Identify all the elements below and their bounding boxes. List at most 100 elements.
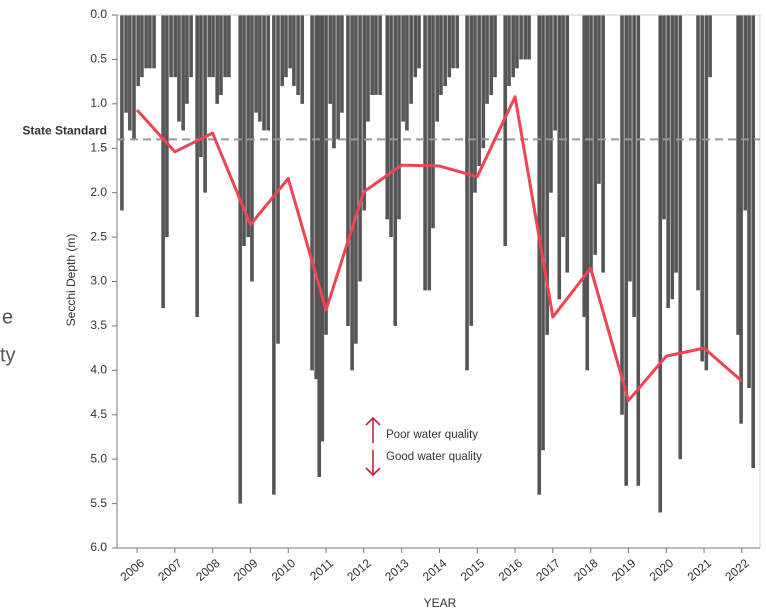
bar	[272, 15, 276, 495]
bar	[589, 15, 593, 273]
bar	[288, 15, 292, 69]
bar	[620, 15, 624, 415]
bar	[262, 15, 266, 131]
bar	[628, 15, 632, 282]
bar	[409, 15, 413, 104]
bar	[451, 15, 455, 69]
bar	[181, 15, 185, 131]
bar	[427, 15, 432, 291]
bar	[328, 15, 332, 104]
bar	[366, 15, 370, 122]
bar	[173, 15, 178, 78]
bar	[515, 15, 519, 69]
bar	[493, 15, 497, 78]
y-axis-label: Secchi Depth (m)	[64, 234, 78, 327]
cropped-text: e	[2, 306, 13, 328]
bar	[189, 15, 193, 78]
bar	[413, 15, 418, 78]
bar	[601, 15, 605, 273]
bar	[246, 15, 250, 238]
bar	[354, 15, 358, 344]
bar	[565, 15, 570, 273]
bar	[136, 15, 140, 87]
bar	[561, 15, 565, 238]
bar	[152, 15, 156, 69]
bar	[739, 15, 743, 424]
y-tick-label: 2.5	[90, 229, 107, 243]
bar	[258, 15, 262, 122]
y-tick-label: 3.5	[90, 318, 107, 332]
down-arrow	[365, 450, 381, 477]
bar	[401, 15, 405, 122]
bar	[195, 15, 199, 318]
bar	[314, 15, 319, 380]
bar	[140, 15, 144, 78]
bar	[374, 15, 378, 95]
bar	[296, 15, 300, 95]
bar	[219, 15, 223, 95]
bar	[678, 15, 683, 460]
bar	[370, 15, 374, 95]
cropped-text: ty	[0, 344, 16, 366]
y-tick-label: 4.5	[90, 407, 107, 421]
annotation: Poor water quality	[386, 429, 478, 441]
bar	[350, 15, 354, 371]
bar	[519, 15, 523, 60]
bar	[207, 15, 212, 78]
bar	[211, 15, 215, 78]
bar	[503, 15, 508, 246]
y-tick-label: 4.0	[90, 363, 107, 377]
bar	[254, 15, 258, 113]
bar	[541, 15, 545, 451]
bar	[310, 15, 314, 371]
bar	[215, 15, 219, 104]
bar	[389, 15, 393, 238]
standard-label: State Standard	[22, 124, 107, 138]
y-tick-label: 6.0	[90, 540, 107, 554]
bar	[266, 15, 271, 131]
bar	[507, 15, 511, 87]
bar	[362, 15, 367, 211]
bar	[489, 15, 494, 95]
bar	[340, 15, 344, 113]
bar	[700, 15, 704, 362]
bar	[666, 15, 670, 309]
bar	[549, 15, 553, 193]
bar	[658, 15, 663, 513]
bar	[743, 15, 748, 211]
bar	[385, 15, 390, 220]
bar	[397, 15, 401, 220]
bar	[227, 15, 231, 78]
y-tick-label: 0.0	[90, 7, 107, 21]
bar	[320, 15, 325, 442]
bar	[523, 15, 528, 60]
bar	[537, 15, 542, 495]
bar	[624, 15, 628, 486]
bar	[300, 15, 305, 104]
bar	[431, 15, 435, 229]
bar	[185, 15, 189, 104]
bar	[511, 15, 515, 78]
bar	[527, 15, 531, 60]
bar	[469, 15, 473, 326]
y-tick-label: 5.5	[90, 496, 107, 510]
bar	[553, 15, 557, 131]
bar	[485, 15, 489, 104]
bar	[545, 15, 549, 335]
bar	[597, 15, 601, 184]
bar	[674, 15, 678, 273]
y-tick-label: 5.0	[90, 451, 107, 465]
bar	[292, 15, 296, 87]
bar	[477, 15, 481, 167]
bar	[662, 15, 666, 220]
bar	[473, 15, 477, 193]
bar	[148, 15, 152, 69]
bar	[751, 15, 755, 469]
bar	[455, 15, 460, 69]
bar	[447, 15, 452, 78]
bar	[465, 15, 469, 371]
bar	[132, 15, 136, 140]
bar	[747, 15, 751, 389]
bar	[435, 15, 439, 122]
